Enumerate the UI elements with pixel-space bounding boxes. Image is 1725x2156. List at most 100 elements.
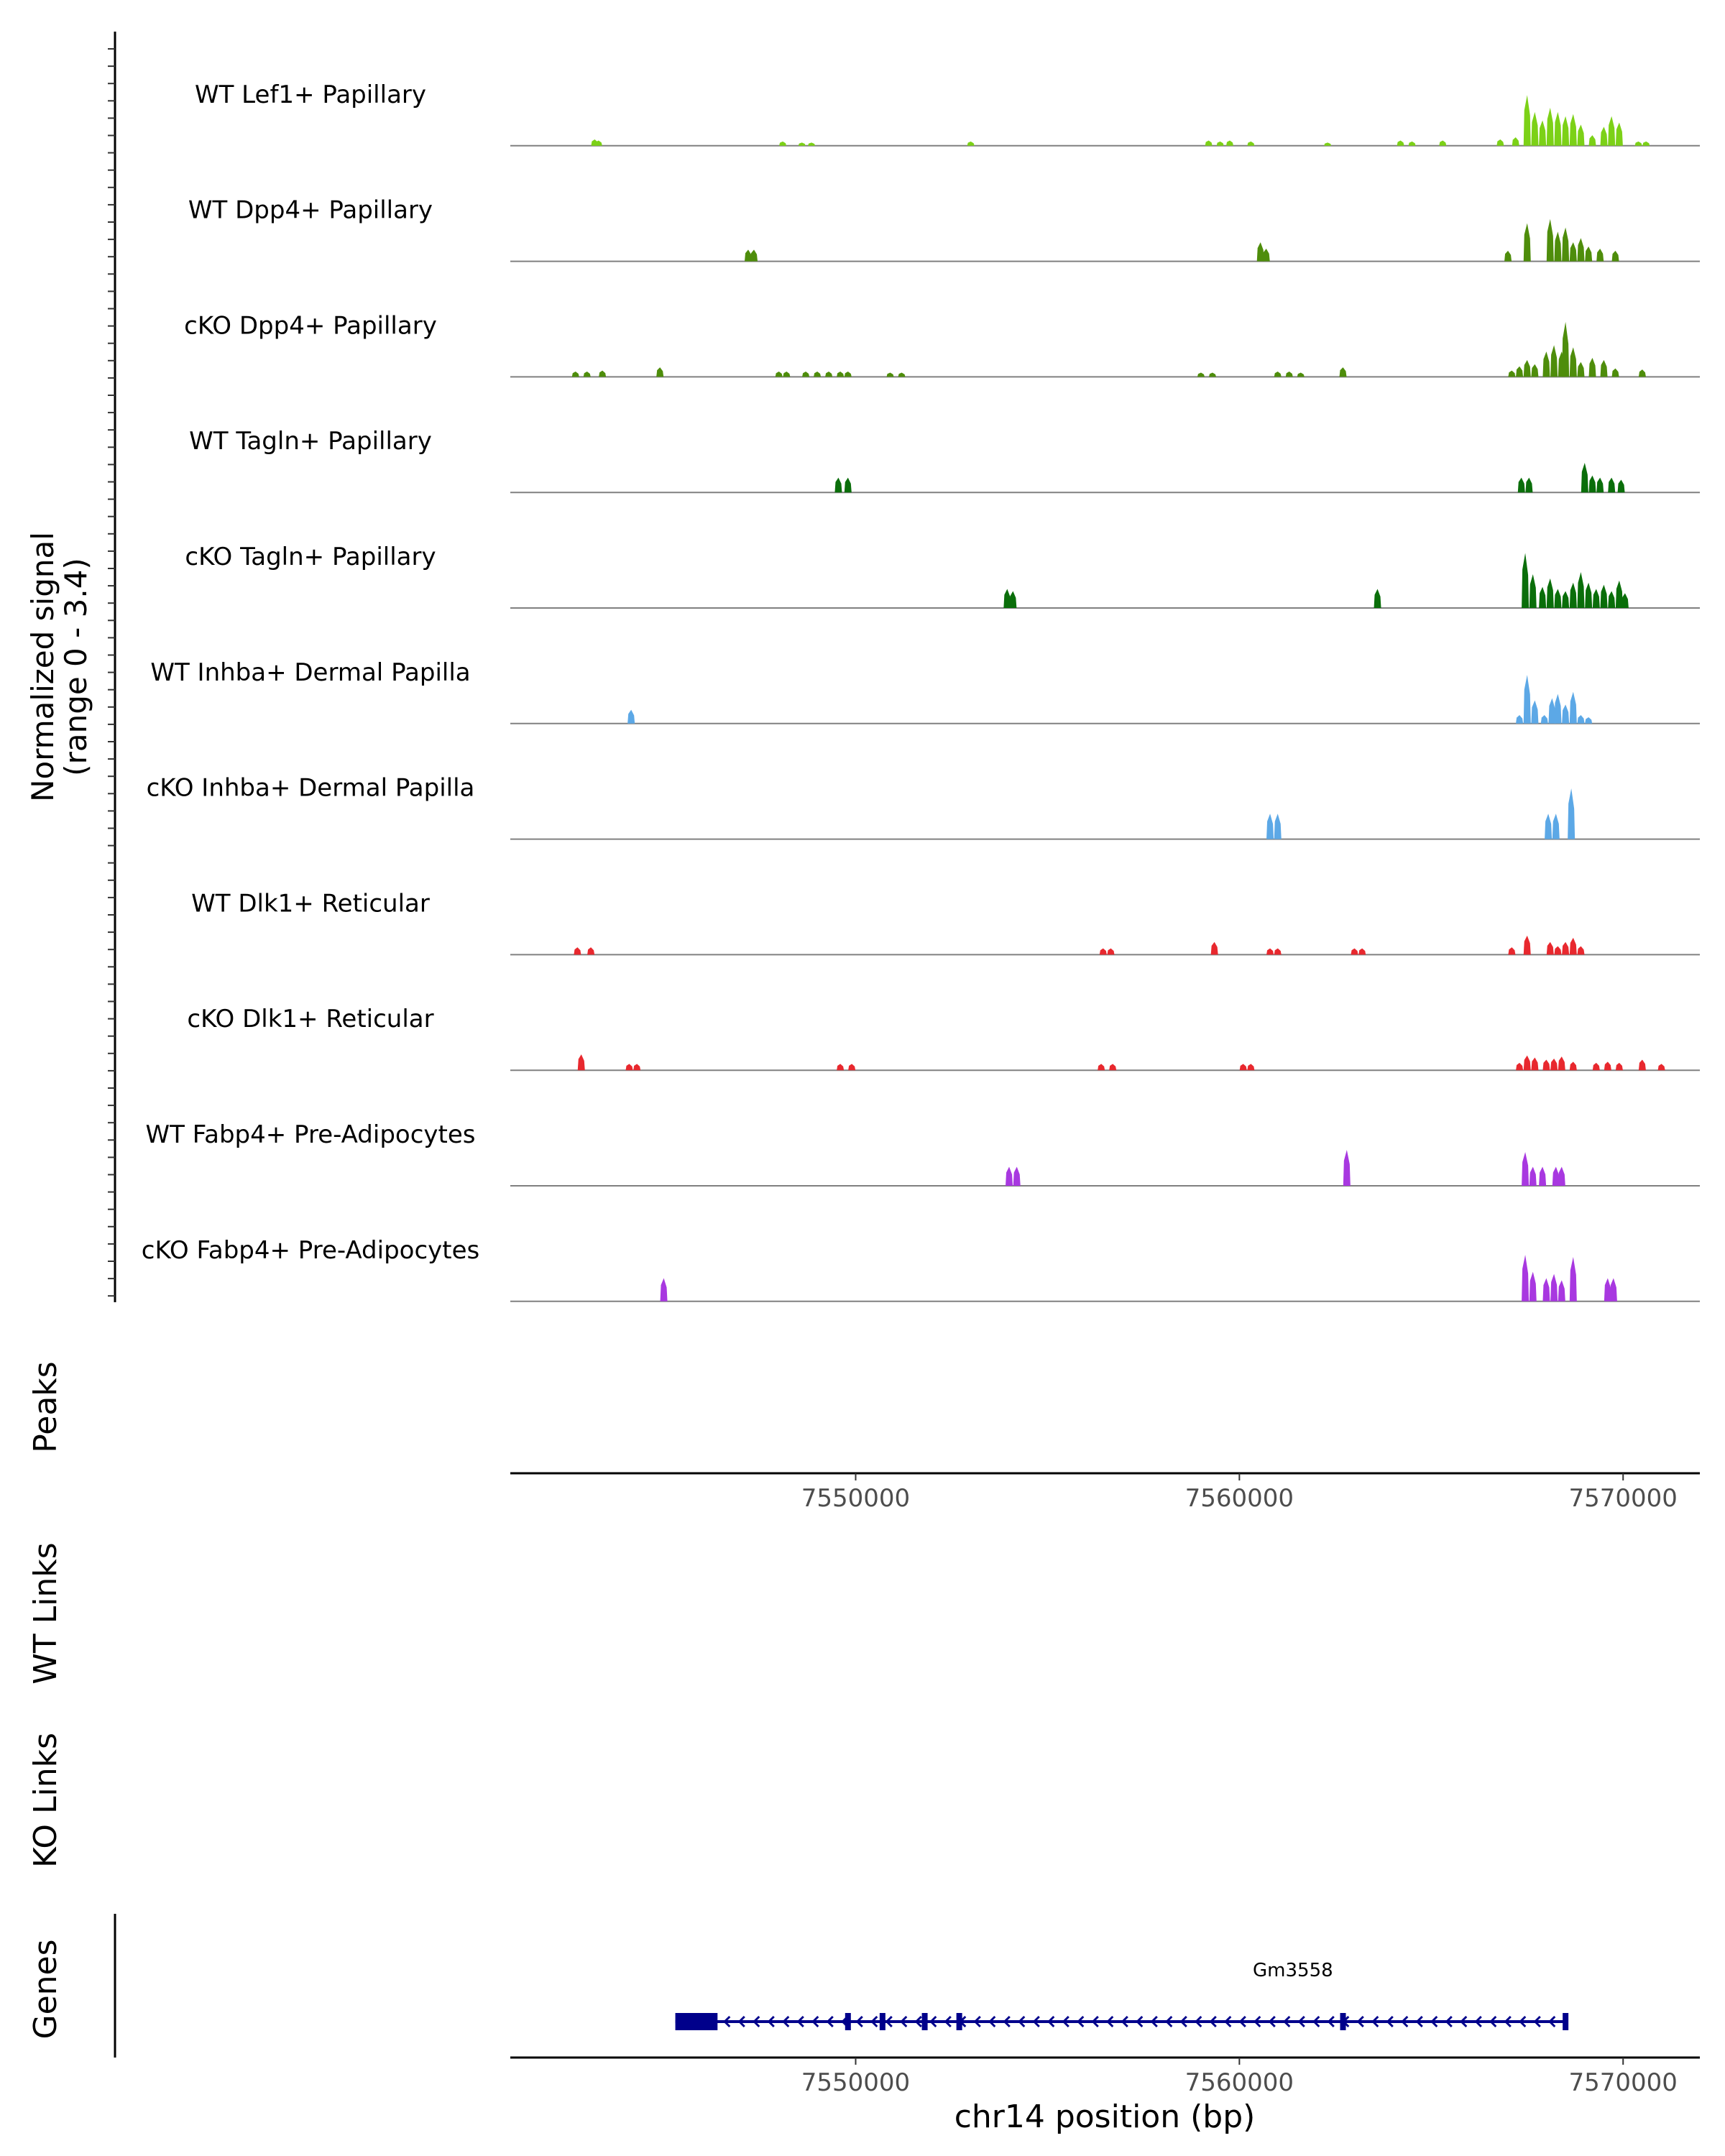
signal-peak [1600,126,1608,146]
signal-peak [656,367,664,377]
track-label: cKO Dlk1+ Reticular [187,1005,433,1033]
strand-arrow [1179,2015,1187,2028]
signal-peak [1210,941,1218,955]
signal-peak [1339,367,1347,377]
signal-peak [1550,1059,1558,1071]
signal-peak [825,372,833,377]
strand-arrow [753,2015,760,2028]
strand-arrow [988,2015,996,2028]
signal-peak [1569,242,1577,262]
strand-arrow [723,2015,731,2028]
strand-arrow [914,2015,922,2028]
strand-arrow [1106,2015,1114,2028]
signal-peak [1581,463,1588,493]
track: WT Fabp4+ Pre-Adipocytes [146,1120,1700,1187]
signal-peak [1003,589,1011,608]
strand-arrow [1297,2015,1305,2028]
signal-peak [1546,107,1554,146]
strand-arrow [1474,2015,1482,2028]
signal-peak [1596,248,1604,262]
signal-peak [745,249,752,262]
signal-peak [1247,1064,1255,1071]
track: cKO Dlk1+ Reticular [187,1005,1700,1072]
signal-peak [1531,1057,1539,1071]
signal-peak [1516,1062,1524,1071]
signal-peak [1585,717,1593,724]
strand-arrow [1018,2015,1026,2028]
signal-peak [1523,359,1531,377]
signal-peak [1522,553,1530,608]
signal-peak [837,1064,845,1071]
signal-peak [1554,231,1562,262]
wt-links-panel-label: WT Links [27,1542,64,1684]
signal-peak [1615,122,1623,146]
signal-peak [1634,141,1642,146]
signal-peak [1006,1166,1013,1186]
signal-peak [599,370,607,377]
signal-peak [1569,347,1577,377]
strand-arrow [1504,2015,1512,2028]
signal-peak [1608,591,1616,608]
signal-peak [1205,140,1213,146]
signal-peak [808,142,816,146]
signal-peak [844,477,852,493]
strand-arrow [782,2015,790,2028]
signal-peak [1558,1280,1565,1302]
signal-peak [1397,140,1404,146]
strand-arrow [1268,2015,1276,2028]
signal-peak [1546,218,1554,262]
signal-peak [1615,1062,1623,1071]
signal-peak [571,372,579,377]
signal-peak [1657,1064,1665,1071]
signal-peak [1562,941,1570,955]
signal-peak [594,140,602,146]
signal-peak [1226,140,1234,146]
signal-peak [1529,573,1537,608]
signal-peak [1638,1059,1646,1071]
x-tick-label: 7560000 [1185,2068,1294,2097]
signal-peak [633,1064,641,1071]
track: WT Inhba+ Dermal Papilla [150,658,1700,724]
signal-peak [1588,475,1596,493]
bottom-x-axis-ticks: 7550000 7560000 7570000 [801,2058,1678,2097]
track: WT Lef1+ Papillary [195,80,1700,147]
strand-arrow [944,2015,952,2028]
signal-peak [1585,582,1593,608]
signal-peak [1508,947,1516,955]
strand-arrow [973,2015,981,2028]
signal-peak [1239,1064,1247,1071]
signal-peak [1615,580,1623,608]
signal-peak [814,372,822,377]
signal-peak [775,372,783,377]
signal-peak [1562,704,1570,724]
signal-peak [1508,370,1516,377]
signal-y-axis-ticks [108,48,115,1297]
signal-peak [834,477,842,493]
signal-peak [1592,1062,1600,1071]
signal-peak [1600,359,1608,377]
signal-peak [1529,1271,1537,1302]
signal-peak [783,372,791,377]
strand-arrow [1283,2015,1291,2028]
signal-peak [1554,946,1562,955]
signal-peak [627,709,635,724]
signal-peak [1247,141,1255,146]
coverage-tracks: WT Lef1+ Papillary WT Dpp4+ Papillary cKO … [142,80,1700,1302]
signal-peak [1542,351,1550,377]
strand-arrow [885,2015,893,2028]
signal-peak [886,372,894,377]
signal-peak [1529,1166,1537,1186]
signal-y-range-label: (range 0 - 3.4) [58,558,93,776]
signal-peak [1539,586,1547,608]
signal-peak [1517,477,1525,493]
signal-peak [1525,477,1533,493]
signal-peak [1569,1061,1577,1071]
signal-peak [1256,242,1264,262]
strand-arrow [767,2015,775,2028]
signal-peak [1523,1055,1531,1071]
signal-peak [1588,135,1596,146]
signal-peak [1516,366,1524,377]
strand-arrow [1342,2015,1350,2028]
signal-peak [750,249,758,262]
signal-peak [1562,591,1570,608]
